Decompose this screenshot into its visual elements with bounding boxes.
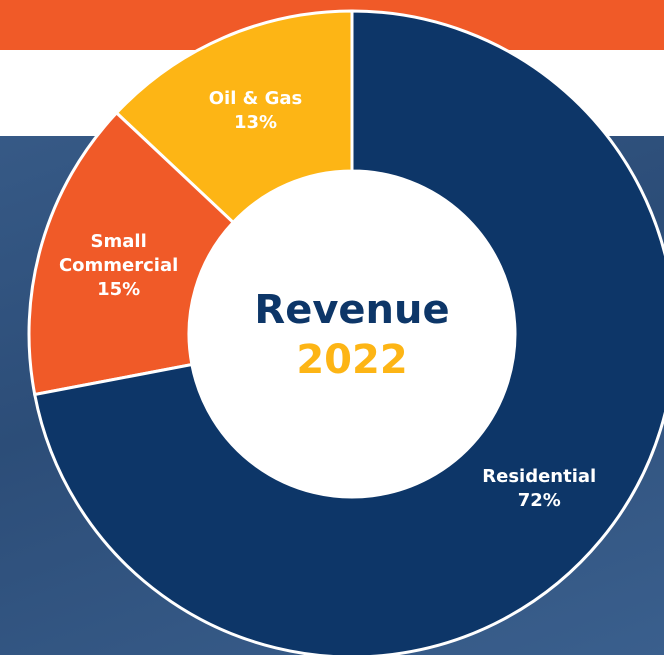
donut-slice (114, 9, 354, 225)
value-label: 13% (233, 111, 278, 133)
category-label: Small Commercial (58, 231, 179, 277)
donut-hole (189, 171, 515, 497)
value-label: 72% (517, 489, 561, 511)
slice-label: Residential 72% (474, 465, 604, 513)
donut-slice (27, 110, 236, 397)
chart-subtitle: 2022 (296, 337, 407, 383)
category-label: Residential (482, 465, 597, 487)
donut-slice (32, 9, 664, 655)
chart-title: Revenue (254, 287, 449, 333)
slice-label: Small Commercial 15% (54, 230, 184, 302)
category-label: Oil & Gas (208, 87, 303, 109)
value-label: 15% (97, 279, 141, 301)
slice-label: Oil & Gas 13% (190, 87, 320, 135)
